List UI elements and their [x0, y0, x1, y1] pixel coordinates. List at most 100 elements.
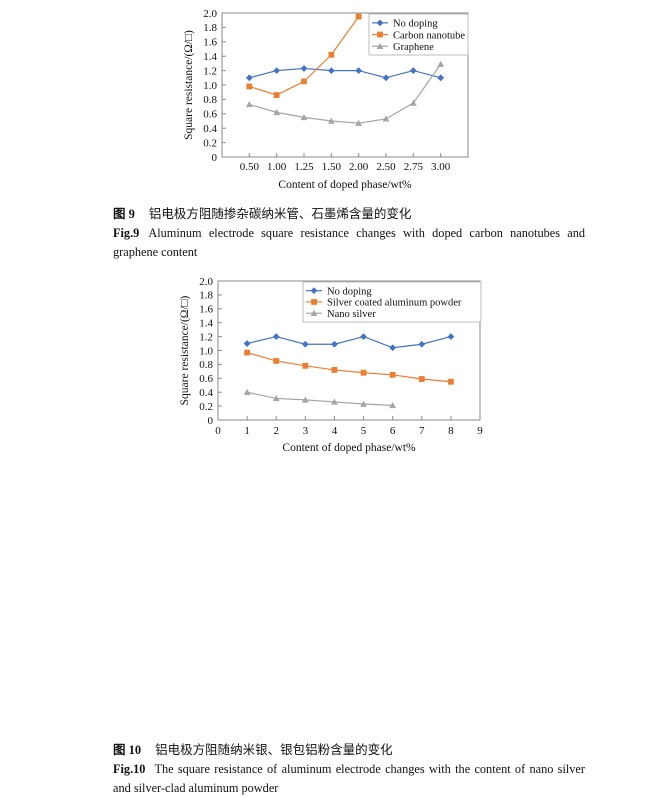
- y-tick-label: 1.4: [199, 318, 213, 330]
- y-tick-label: 1.0: [203, 80, 217, 92]
- y-tick-label: 0: [212, 152, 218, 164]
- figure-10-caption: 图 10 铝电极方阻随纳米银、银包铝粉含量的变化 Fig.10 The square…: [113, 740, 585, 798]
- data-point: [301, 340, 309, 348]
- data-point: [437, 74, 445, 82]
- data-point: [409, 99, 417, 106]
- data-point: [243, 340, 251, 347]
- y-tick-label: 1.8: [203, 22, 217, 34]
- legend-marker-2: [376, 42, 384, 49]
- figure-9-caption-chinese: 图 9 铝电极方阻随掺杂碳纳米管、石墨烯含量的变化: [113, 204, 585, 224]
- legend-label-2: Graphene: [393, 42, 434, 53]
- legend-box: [302, 281, 482, 323]
- figure-10-caption-chinese: 图 10 铝电极方阻随纳米银、银包铝粉含量的变化: [113, 740, 585, 760]
- data-point: [389, 371, 396, 378]
- figure-9-caption-cn-label: 图 9: [113, 207, 135, 221]
- data-point: [360, 333, 367, 340]
- x-tick-label: 4: [332, 425, 338, 437]
- y-axis-title: Square resistance/(Ω/□): [179, 295, 191, 405]
- data-point: [355, 67, 363, 74]
- y-axis-title: Square resistance/(Ω/□): [183, 30, 195, 140]
- figure-9-chart: 0 0.2 0.4 0.6 0.8 1.0 1.2 1.4 1.6 1.8 2.0 0.50 1.00 1…: [183, 8, 469, 191]
- figure-10-caption-cn-text: 铝电极方阻随纳米银、银包铝粉含量的变化: [155, 743, 393, 757]
- figure-9-caption-en-label: Fig.9: [113, 226, 140, 240]
- figure-10-caption-en-text: The square resistance of aluminum electr…: [113, 762, 585, 795]
- y-tick-label: 1.8: [199, 290, 213, 302]
- series-line-0: [249, 67, 441, 79]
- y-tick-label: 2.0: [199, 276, 213, 288]
- x-tick-label: 2: [273, 425, 279, 437]
- x-tick-label: 1.00: [267, 161, 287, 173]
- data-point: [355, 13, 362, 20]
- figure-10-block: 0 0.2 0.4 0.6 0.8 1.0 1.2 1.4 1.6 1.8 2.0 0 1 2 3 4 5 6 7 8…: [0, 268, 668, 795]
- legend-label-1: Silver coated aluminum powder: [327, 298, 462, 309]
- figure-10-chart: 00.20.40.60.81.01.21.41.61.82.00 1 2 3 4 5 6 7 8…: [179, 276, 483, 454]
- data-point: [272, 333, 280, 340]
- data-point: [300, 65, 308, 72]
- data-point: [382, 74, 390, 82]
- x-tick-label: 3.00: [431, 161, 451, 173]
- y-tick-label: 0.6: [203, 109, 217, 121]
- data-point: [331, 367, 338, 373]
- y-tick-label: 0.2: [203, 137, 217, 149]
- x-tick-label: 8: [448, 425, 454, 437]
- y-tick-label: 1.6: [199, 304, 213, 316]
- data-point: [245, 101, 253, 108]
- data-point: [437, 60, 445, 67]
- data-point: [273, 67, 281, 74]
- figure-10-chart-area: 0 0.2 0.4 0.6 0.8 1.0 1.2 1.4 1.6 1.8 2.0 0 1 2 3 4 5 6 7 8…: [0, 268, 668, 468]
- data-point: [328, 51, 335, 58]
- data-point: [331, 340, 338, 348]
- x-tick-label: 1: [244, 425, 250, 437]
- data-point: [360, 400, 367, 407]
- legend-label-0: No doping: [327, 286, 372, 297]
- x-tick-label: 2.00: [349, 161, 369, 173]
- x-tick-label: 6: [390, 425, 396, 437]
- y-tick-label: 1.2: [199, 331, 213, 343]
- data-point: [273, 108, 281, 116]
- data-point: [327, 67, 335, 74]
- x-tick-label: 1.50: [322, 161, 342, 173]
- legend-marker-0: [310, 287, 318, 295]
- x-tick-label: 7: [419, 425, 425, 437]
- data-point: [302, 362, 309, 369]
- data-point: [382, 115, 390, 122]
- series-line-1: [246, 352, 451, 383]
- figure-10-caption-cn-label: 图 10: [113, 743, 142, 757]
- data-point: [245, 74, 253, 82]
- y-tick-label: 2.0: [203, 8, 217, 20]
- data-point: [243, 388, 251, 395]
- y-tick-label: 0.8: [199, 359, 213, 371]
- figure-10-caption-en-label: Fig.10: [113, 762, 146, 776]
- x-tick-label: 5: [361, 425, 367, 437]
- y-tick-label: 0.4: [199, 387, 213, 399]
- y-tick-label: 0.2: [199, 401, 213, 413]
- x-axis-title: Content of doped phase/wt%: [282, 442, 416, 454]
- legend-marker-0: [376, 19, 384, 27]
- legend-label-2: Nano silver: [327, 309, 376, 320]
- data-point: [418, 340, 426, 348]
- y-tick-label: 1.4: [203, 51, 217, 63]
- legend-marker-2: [310, 309, 318, 316]
- data-point: [355, 119, 363, 126]
- data-point: [273, 92, 280, 98]
- y-tick-label: 0.4: [203, 123, 217, 135]
- x-tick-label: 2.50: [376, 161, 396, 173]
- series-line-2: [246, 391, 393, 407]
- data-point: [418, 376, 425, 382]
- data-point: [389, 344, 397, 352]
- figure-9-caption-cn-text: 铝电极方阻随掺杂碳纳米管、石墨烯含量的变化: [148, 207, 412, 221]
- x-axis-title: Content of doped phase/wt%: [278, 179, 412, 191]
- figure-9-caption: 图 9 铝电极方阻随掺杂碳纳米管、石墨烯含量的变化 Fig.9 Aluminum e…: [113, 204, 585, 262]
- legend-label-0: No doping: [393, 19, 438, 30]
- data-point: [273, 358, 280, 364]
- figure-10-caption-english: Fig.10 The square resistance of aluminum …: [113, 760, 585, 798]
- legend-marker-1: [377, 31, 383, 38]
- legend-label-1: Carbon nanotube: [393, 30, 465, 41]
- data-point: [301, 396, 309, 403]
- data-point: [327, 117, 335, 124]
- data-point: [300, 114, 308, 121]
- figure-9-chart-area: 0 0.2 0.4 0.6 0.8 1.0 1.2 1.4 1.6 1.8 2.0 0.50 1.00 1…: [0, 0, 668, 200]
- y-tick-label: 0.8: [203, 94, 217, 106]
- figure-9-block: 0 0.2 0.4 0.6 0.8 1.0 1.2 1.4 1.6 1.8 2.0 0.50 1.00 1…: [0, 0, 668, 259]
- data-point: [409, 67, 417, 74]
